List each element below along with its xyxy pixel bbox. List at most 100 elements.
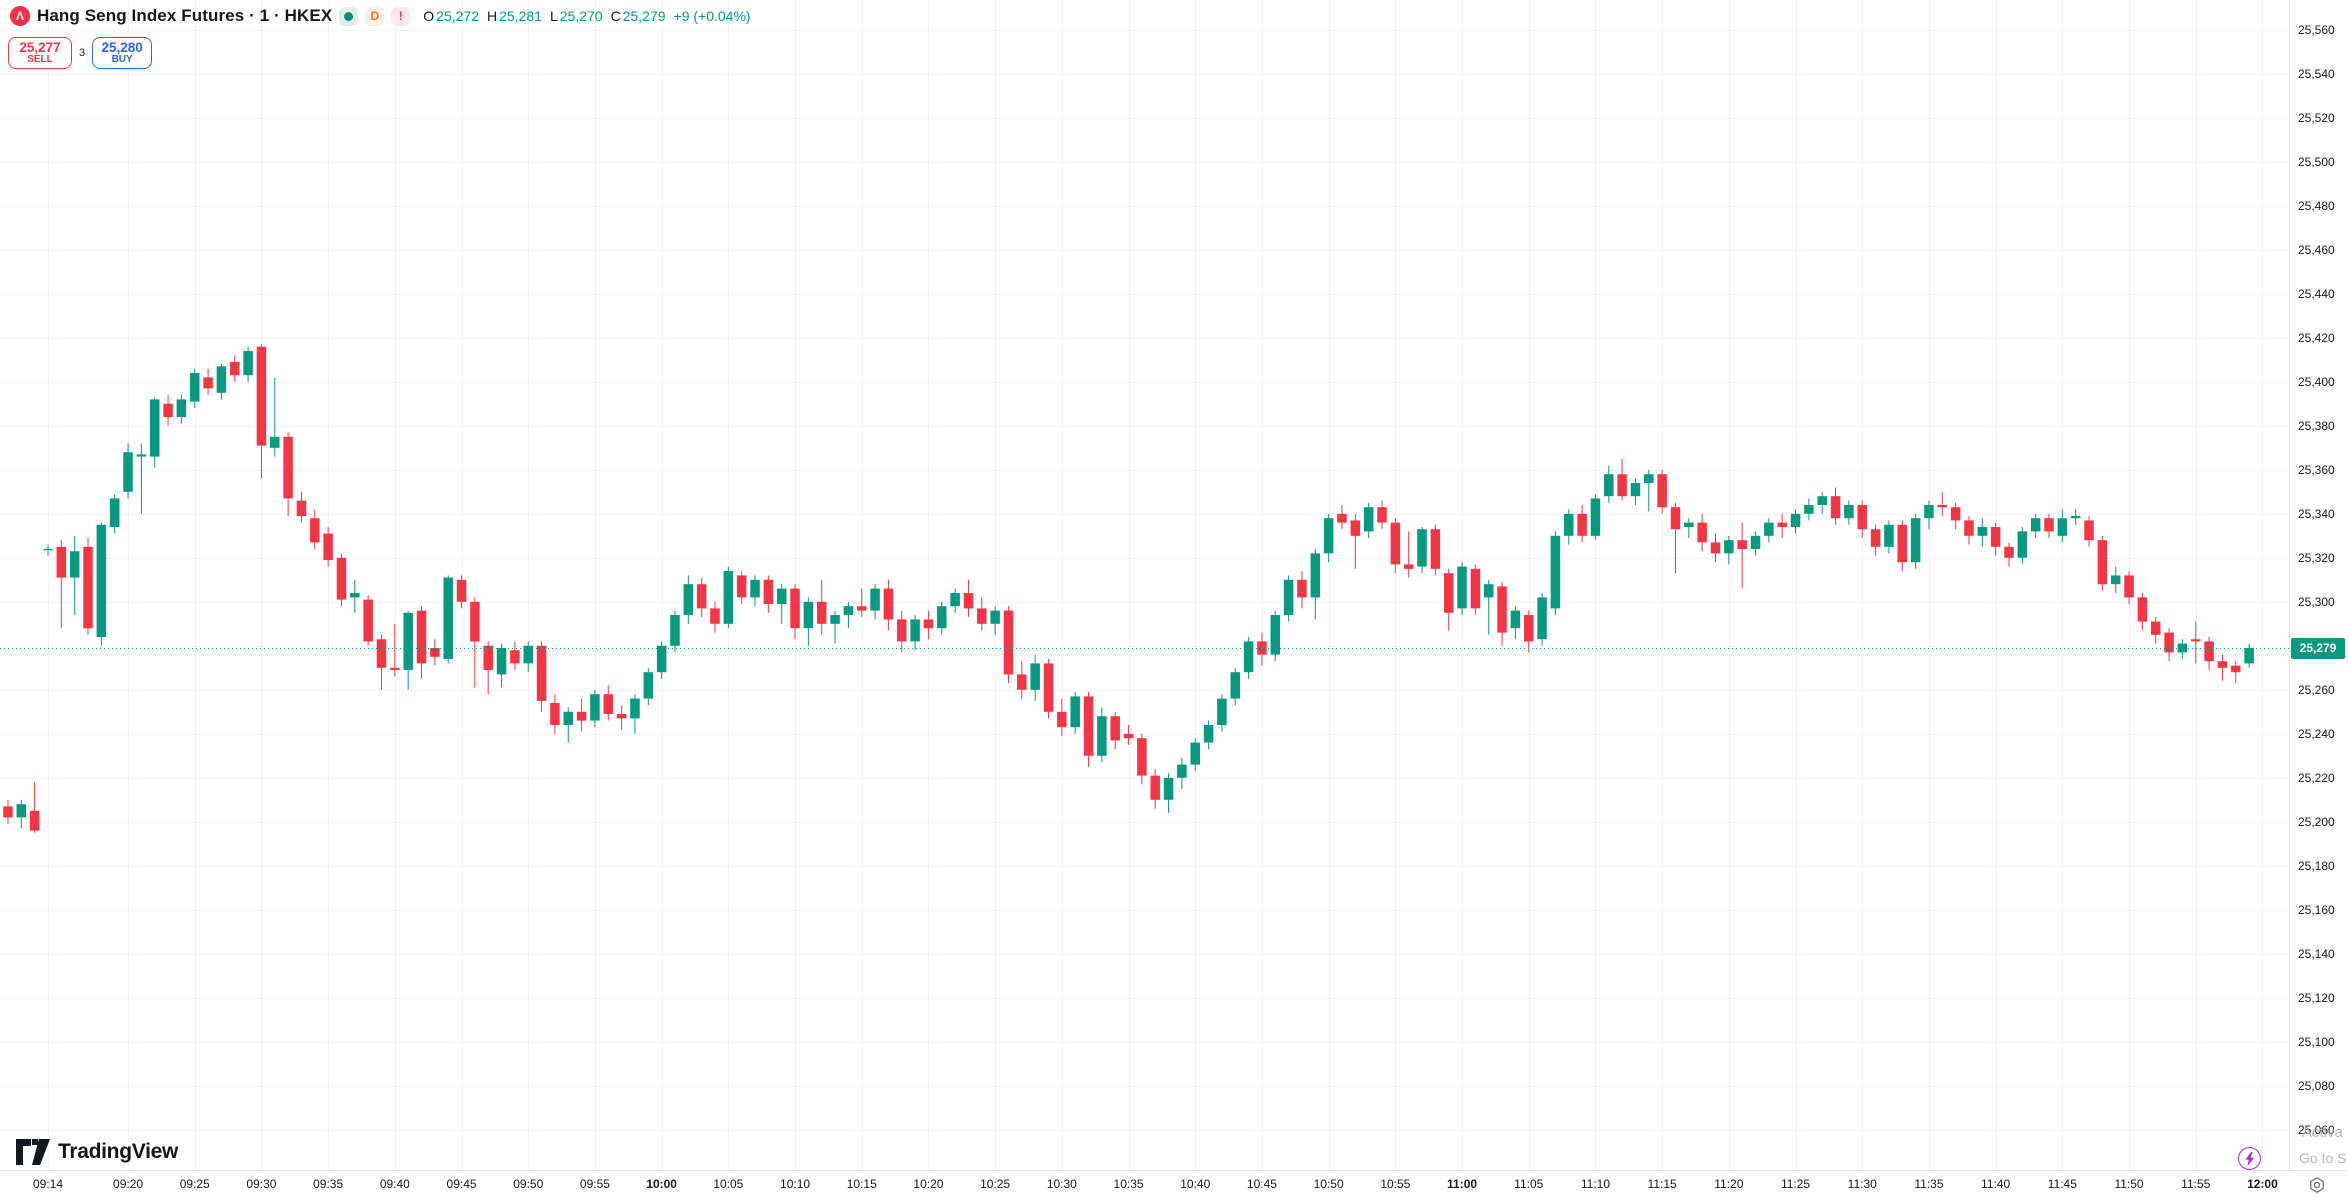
- candle-body: [430, 648, 440, 657]
- candle-body: [1083, 696, 1094, 756]
- price-tick-label: 25,320: [2298, 550, 2335, 565]
- price-tick-label: 25,360: [2298, 462, 2335, 477]
- candle-body: [723, 571, 734, 624]
- candle-body: [1430, 529, 1441, 569]
- candle-body: [56, 546, 67, 578]
- candle-body: [576, 711, 587, 721]
- candle-body: [443, 577, 453, 659]
- symbol-logo-icon: Λ: [10, 6, 30, 26]
- candle-body: [776, 588, 787, 604]
- candle-body: [2244, 648, 2254, 664]
- candle-body: [1110, 716, 1120, 741]
- candle-body: [790, 588, 800, 629]
- candle-body: [1497, 586, 1507, 633]
- time-tick-label: 11:45: [2047, 1177, 2077, 1191]
- candle-body: [270, 436, 280, 448]
- high-value: 25,281: [499, 8, 542, 24]
- candle-body: [656, 645, 667, 673]
- lightning-button[interactable]: [2238, 1147, 2261, 1170]
- time-tick-label: 11:40: [1981, 1177, 2011, 1191]
- sell-button[interactable]: 25,277 SELL: [8, 37, 72, 69]
- candle-body: [216, 366, 227, 393]
- candle-body: [456, 579, 467, 602]
- candle-body: [1977, 527, 1988, 536]
- time-tick-label: 11:15: [1647, 1177, 1677, 1191]
- delayed-data-badge[interactable]: D: [365, 6, 385, 26]
- candle-body: [1377, 507, 1387, 523]
- price-tick-label: 25,340: [2298, 506, 2335, 521]
- candle-body: [2017, 531, 2028, 558]
- candle-body: [2204, 641, 2214, 662]
- candle-body: [29, 810, 40, 831]
- tradingview-logo-text: TradingView: [58, 1140, 179, 1163]
- candle-body: [1750, 535, 1761, 549]
- candle-body: [1003, 610, 1014, 675]
- candle-body: [1564, 513, 1574, 536]
- symbol-title[interactable]: Hang Seng Index Futures · 1 · HKEX: [37, 6, 333, 25]
- candle-body: [1550, 535, 1561, 609]
- close-label: C: [610, 8, 621, 24]
- time-tick-label: 09:25: [179, 1177, 210, 1191]
- alert-badge[interactable]: !: [391, 6, 411, 26]
- time-tick-label: 10:05: [713, 1177, 744, 1191]
- tradingview-watermark[interactable]: TradingView: [16, 1139, 178, 1165]
- candle-body: [750, 579, 760, 598]
- chart-legend: Λ Hang Seng Index Futures · 1 · HKEX D !…: [8, 5, 751, 69]
- candle-body: [1363, 507, 1374, 532]
- candle-body: [510, 650, 520, 664]
- last-price-badge: 25,279: [2291, 638, 2345, 659]
- price-tick-label: 25,100: [2298, 1034, 2335, 1049]
- candle-body: [1657, 474, 1667, 508]
- time-tick-label: 10:45: [1246, 1177, 1277, 1191]
- candle-body: [1724, 540, 1734, 554]
- candle-body: [1177, 764, 1187, 778]
- candle-body: [2231, 665, 2241, 673]
- candle-body: [83, 546, 93, 629]
- candle-body: [990, 610, 1000, 624]
- candle-body: [2137, 597, 2148, 622]
- price-axis[interactable]: Activa Go to S 25,279 25,560 25,540 25,520…: [2289, 0, 2348, 1170]
- candlestick-chart[interactable]: [0, 0, 2289, 1170]
- buy-button[interactable]: 25,280 BUY: [92, 37, 153, 69]
- candle-body: [1737, 540, 1747, 549]
- price-tick-label: 25,240: [2298, 726, 2335, 741]
- candle-body: [1577, 513, 1587, 536]
- time-tick-label: 09:40: [379, 1177, 410, 1191]
- candle-body: [736, 575, 747, 598]
- market-status-icon[interactable]: [339, 6, 359, 26]
- candle-body: [1323, 518, 1334, 554]
- candle-body: [2190, 639, 2201, 642]
- price-tick-label: 25,420: [2298, 330, 2335, 345]
- candle-body: [1604, 474, 1614, 497]
- buy-label: BUY: [111, 54, 133, 65]
- time-tick-label: 10:20: [913, 1177, 944, 1191]
- candle-body: [1137, 738, 1147, 776]
- time-tick-label: 10:50: [1313, 1177, 1344, 1191]
- candle-body: [1097, 716, 1107, 756]
- candle-body: [883, 588, 894, 620]
- low-label: L: [549, 8, 558, 24]
- candle-body: [123, 452, 133, 492]
- candle-body: [1283, 579, 1294, 615]
- candle-body: [1764, 522, 1774, 536]
- candle-body: [816, 601, 827, 624]
- close-value: 25,279: [622, 8, 666, 24]
- lightning-bolt-icon: [2245, 1151, 2254, 1166]
- candle-body: [830, 615, 840, 624]
- time-axis[interactable]: 09:14 09:20 09:25 09:30 09:35 09:40 09:45 09:50…: [0, 1170, 2348, 1198]
- candle-body: [1270, 615, 1281, 655]
- spread-value: 3: [79, 47, 86, 59]
- price-tick-label: 25,440: [2298, 286, 2335, 301]
- candle-body: [670, 615, 680, 646]
- candle-body: [2044, 518, 2054, 532]
- candle-body: [856, 606, 867, 611]
- price-tick-label: 25,520: [2298, 110, 2335, 125]
- candle-body: [163, 403, 173, 417]
- candle-body: [203, 377, 213, 389]
- time-tick-label: 11:35: [1914, 1177, 1944, 1191]
- candle-body: [189, 373, 200, 402]
- axis-settings-gear-icon[interactable]: [2308, 1176, 2326, 1194]
- candle-body: [43, 549, 53, 551]
- candle-body: [683, 584, 694, 615]
- price-tick-label: 25,380: [2298, 418, 2335, 433]
